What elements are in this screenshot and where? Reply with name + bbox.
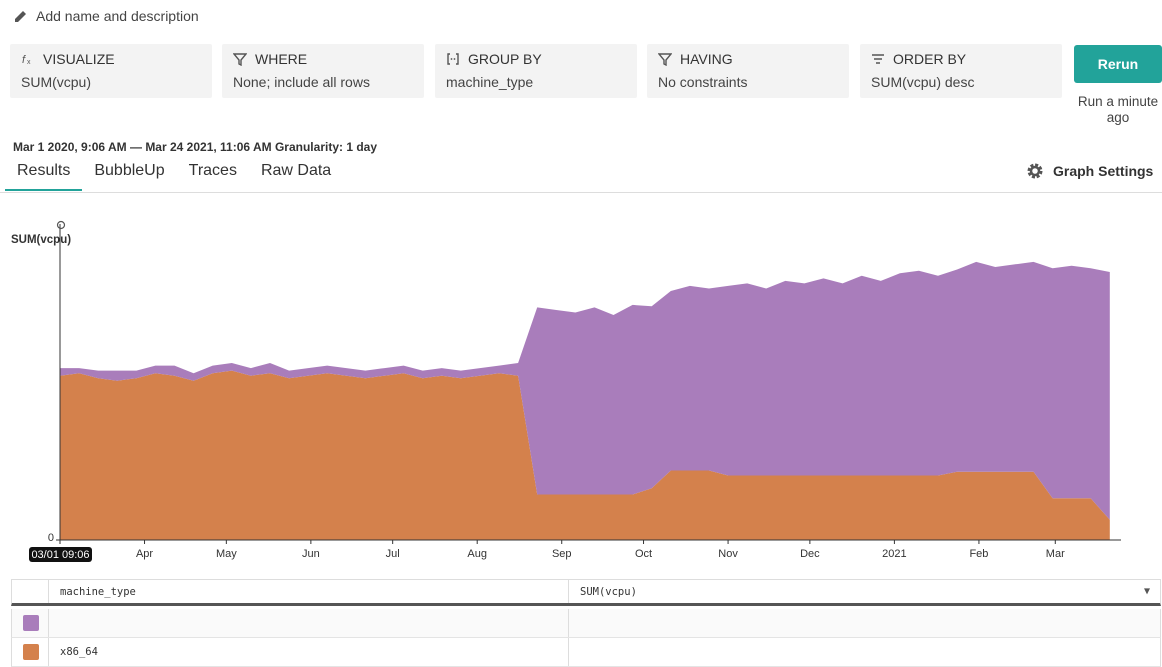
sort-arrow: ▼	[1143, 586, 1150, 597]
svg-text:x: x	[27, 59, 31, 66]
tab[interactable]: Traces	[188, 162, 237, 179]
results-table: machine_type SUM(vcpu) ▼ x86_64	[11, 579, 1161, 667]
query-label-text: WHERE	[255, 51, 308, 67]
query-label: f x VISUALIZE	[21, 51, 201, 67]
x-tick-label: Jun	[302, 548, 320, 560]
table-row[interactable]: x86_64	[11, 638, 1161, 667]
gear-icon	[1027, 163, 1043, 179]
y-tick-label: 0	[48, 532, 54, 544]
x-tick-label: Mar	[1046, 548, 1065, 560]
y-axis-label: SUM(vcpu)	[11, 234, 71, 246]
query-label: GROUP BY	[446, 51, 626, 67]
svg-text:f: f	[22, 54, 26, 66]
chart: SUM(vcpu) 0 03/01 09:06 Apr May Jun Jul Aug Sep O…	[11, 220, 1121, 562]
x-tick-label: Nov	[718, 548, 738, 560]
x-tick-label: Oct	[635, 548, 652, 560]
range-separator: —	[129, 140, 142, 154]
swatch-cell	[12, 638, 49, 666]
query-icon	[872, 54, 884, 64]
run-status: Run a minute ago	[1077, 94, 1159, 125]
query-label-text: GROUP BY	[468, 51, 542, 67]
granularity: Granularity: 1 day	[274, 140, 378, 154]
x-tick-label: Feb	[969, 548, 988, 560]
header-cell[interactable]: SUM(vcpu) ▼	[569, 580, 1160, 603]
graph-settings[interactable]: Graph Settings	[1026, 162, 1153, 180]
area-series	[60, 370, 1110, 540]
edit-name-text: Add name and description	[36, 8, 199, 24]
area-series	[60, 261, 1110, 520]
x-tick-label: Apr	[136, 548, 153, 560]
x-tick-label: Dec	[800, 548, 820, 560]
query-box[interactable]: WHERE None; include all rows	[222, 44, 424, 98]
query-icon	[447, 53, 459, 65]
tab-divider	[0, 192, 1162, 193]
x-start-label-bg	[29, 547, 92, 562]
series-swatch	[23, 615, 39, 631]
query-box[interactable]: f x VISUALIZE SUM(vcpu)	[10, 44, 212, 98]
series-swatch	[23, 644, 39, 660]
query-value: machine_type	[446, 74, 534, 90]
query-value: None; include all rows	[233, 74, 370, 90]
swatch-cell	[12, 609, 49, 637]
machine-type-cell: x86_64	[49, 638, 569, 666]
edit-name-link[interactable]: Add name and description	[14, 8, 199, 24]
x-tick-label: 2021	[882, 548, 906, 560]
tab[interactable]: Raw Data	[260, 162, 332, 179]
header-cell[interactable]: machine_type	[49, 580, 569, 603]
query-icon	[233, 53, 247, 66]
x-tick-label: Sep	[552, 548, 572, 560]
sum-cell	[569, 609, 1160, 637]
query-value: No constraints	[658, 74, 748, 90]
header-swatch-cell	[12, 580, 49, 603]
x-tick-label: May	[216, 548, 237, 560]
x-tick-label: Jul	[386, 548, 400, 560]
query-box[interactable]: GROUP BY machine_type	[435, 44, 637, 98]
query-label-text: HAVING	[680, 51, 733, 67]
table-header: machine_type SUM(vcpu) ▼	[11, 579, 1161, 606]
tab[interactable]: BubbleUp	[94, 162, 165, 179]
header-text: SUM(vcpu)	[580, 585, 637, 598]
query-icon	[658, 53, 672, 66]
query-label: WHERE	[233, 51, 413, 67]
range-start: Mar 1 2020, 9:06 AM	[13, 140, 127, 154]
x-tick-label: 03/01 09:06	[31, 549, 89, 561]
sum-cell	[569, 638, 1160, 666]
query-label: HAVING	[658, 51, 838, 67]
query-value: SUM(vcpu)	[21, 74, 92, 90]
machine-type-cell	[49, 609, 569, 637]
rerun-button[interactable]: Rerun	[1074, 45, 1162, 83]
query-box[interactable]: HAVING No constraints	[647, 44, 849, 98]
range-end: Mar 24 2021, 11:06 AM	[145, 140, 272, 154]
x-tick-label: Aug	[467, 548, 487, 560]
axis-reset-icon	[56, 220, 66, 230]
tab[interactable]: Results	[5, 158, 83, 191]
query-label-text: VISUALIZE	[43, 51, 115, 67]
machine-type: x86_64	[60, 646, 98, 658]
query-box[interactable]: ORDER BY SUM(vcpu) desc	[860, 44, 1062, 98]
query-value: SUM(vcpu) desc	[871, 74, 975, 90]
table-row[interactable]	[11, 609, 1161, 638]
pencil-icon	[15, 11, 26, 22]
query-label-text: ORDER BY	[893, 51, 967, 67]
graph-settings-text: Graph Settings	[1053, 163, 1154, 179]
tab-bar: Results BubbleUp Traces Raw Data	[5, 158, 343, 191]
query-label: ORDER BY	[871, 51, 1051, 67]
time-range: Mar 1 2020, 9:06 AM — Mar 24 2021, 11:06…	[13, 140, 377, 154]
